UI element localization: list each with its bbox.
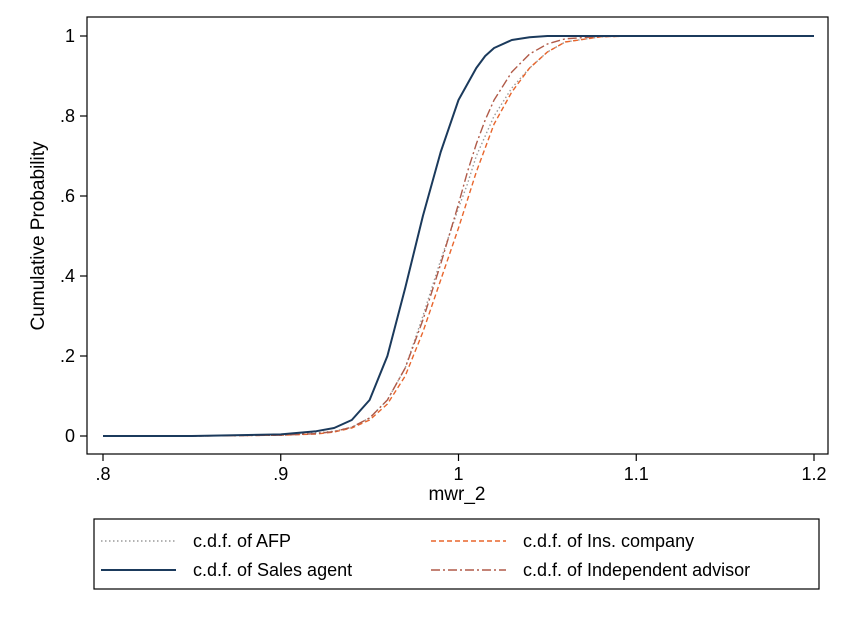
y-tick-label: .6 <box>60 186 75 206</box>
series-layer <box>103 35 814 437</box>
y-tick-label: 1 <box>65 26 75 46</box>
x-axis-label: mwr_2 <box>428 484 485 505</box>
x-tick-label: .8 <box>95 464 110 484</box>
x-tick-label: 1.2 <box>801 464 826 484</box>
y-tick-label: .2 <box>60 346 75 366</box>
plot-frame <box>86 16 829 455</box>
y-tick-label: .4 <box>60 266 75 286</box>
legend-items: c.d.f. of AFP c.d.f. of Sales agent c.d.f.… <box>101 531 750 580</box>
x-tick-label: 1 <box>453 464 463 484</box>
legend-label: c.d.f. of Independent advisor <box>523 560 750 580</box>
legend-box <box>93 518 820 590</box>
series-line-independent-advisor <box>103 35 814 437</box>
series-line-sales-agent <box>103 35 814 437</box>
legend-label: c.d.f. of AFP <box>193 531 291 551</box>
legend-label: c.d.f. of Sales agent <box>193 560 352 580</box>
y-tick-label: 0 <box>65 426 75 446</box>
y-axis-label: Cumulative Probability <box>28 141 49 331</box>
legend-label: c.d.f. of Ins. company <box>523 531 694 551</box>
y-axis: 0 .2 .4 .6 .8 1 <box>60 26 87 446</box>
x-axis: .8 .9 1 1.1 1.2 <box>95 454 827 484</box>
x-tick-label: .9 <box>273 464 288 484</box>
legend: c.d.f. of AFP c.d.f. of Sales agent c.d.f.… <box>93 518 820 590</box>
y-tick-label: .8 <box>60 106 75 126</box>
x-tick-label: 1.1 <box>624 464 649 484</box>
